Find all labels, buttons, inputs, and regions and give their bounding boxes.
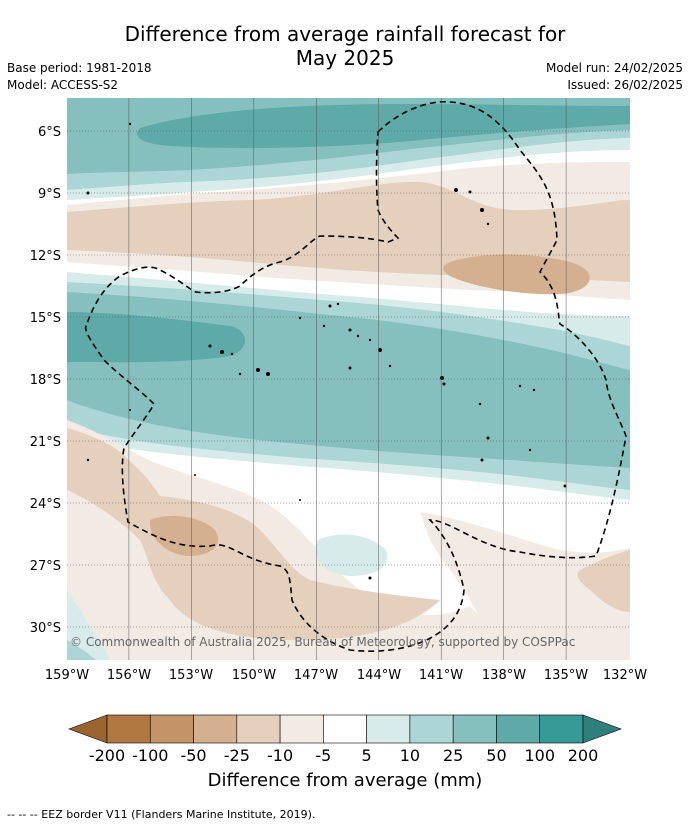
- colorbar-tick: -10: [267, 746, 293, 765]
- colorbar-tick: 10: [400, 746, 420, 765]
- meta-left: Base period: 1981-2018 Model: ACCESS-S2: [7, 60, 152, 94]
- eez-border: [84, 100, 627, 652]
- lat-tick: 15°S: [30, 311, 61, 326]
- base-period: Base period: 1981-2018: [7, 61, 152, 75]
- colorbar-segment: [409, 714, 454, 744]
- contour-south-east-10: [420, 512, 630, 660]
- meta-right: Model run: 24/02/2025 Issued: 26/02/2025: [546, 60, 683, 94]
- colorbar-tick: 50: [486, 746, 506, 765]
- colorbar-label: Difference from average (mm): [207, 770, 483, 791]
- lat-tick: 18°S: [30, 373, 61, 388]
- colorbar-segment: [539, 714, 584, 744]
- contour-dry-band-50: [443, 254, 590, 295]
- colorbar-tick: -5: [315, 746, 331, 765]
- lat-tick: 6°S: [38, 125, 61, 140]
- issued-date: Issued: 26/02/2025: [567, 78, 683, 92]
- model-run: Model run: 24/02/2025: [545, 61, 683, 75]
- colorbar-segment: [366, 714, 411, 744]
- lon-tick: 138°W: [482, 668, 526, 683]
- colorbar-tick: 200: [568, 746, 599, 765]
- colorbar-segment: [452, 714, 497, 744]
- contour-wet-corner-sw-10: [67, 640, 96, 660]
- colorbar-tick: 100: [524, 746, 555, 765]
- lon-tick: 135°W: [544, 668, 588, 683]
- colorbar-segment: [496, 714, 541, 744]
- colorbar-tick: 25: [443, 746, 463, 765]
- lat-tick: 9°S: [38, 187, 61, 202]
- lat-tick: 12°S: [30, 249, 61, 264]
- lon-tick: 156°W: [107, 668, 151, 683]
- colorbar-under-arrow: [68, 714, 108, 744]
- lat-gridlines: [67, 130, 630, 628]
- title-line-1: Difference from average rainfall forecas…: [124, 22, 566, 46]
- colorbar-tick: 5: [362, 746, 372, 765]
- contour-north-50: [137, 104, 630, 149]
- lon-tick: 147°W: [294, 668, 338, 683]
- lon-tick: 144°W: [357, 668, 401, 683]
- contour-central-50: [67, 312, 245, 363]
- colorbar-segment: [236, 714, 281, 744]
- lat-tick: 30°S: [30, 621, 61, 636]
- lat-tick: 27°S: [30, 559, 61, 574]
- colorbar-ticks: -200 -100 -50 -25 -10 -5 5 10 25 50 100 200: [89, 746, 598, 765]
- copyright-text: © Commonwealth of Australia 2025, Bureau…: [70, 635, 575, 649]
- colorbar-segments: [106, 714, 584, 744]
- contour-wet-corner-sw: [67, 590, 110, 660]
- eez-legend-note: -- -- -- EEZ border V11 (Flanders Marine…: [7, 808, 316, 821]
- colorbar-segment: [149, 714, 194, 744]
- colorbar-tick: -200: [89, 746, 125, 765]
- contour-north-5: [67, 138, 630, 200]
- colorbar-segment: [193, 714, 238, 744]
- colorbar-tick: -50: [180, 746, 206, 765]
- lon-tick: 132°W: [603, 668, 647, 683]
- contour-south-west-25: [67, 428, 440, 640]
- colorbar-tick: -100: [132, 746, 168, 765]
- colorbar-segment: [279, 714, 324, 744]
- latitude-labels: 6°S 9°S 12°S 15°S 18°S 21°S 24°S 27°S 30…: [30, 125, 61, 636]
- contour-south-east-25: [577, 550, 630, 612]
- colorbar-segment: [106, 714, 151, 744]
- lon-tick: 153°W: [169, 668, 213, 683]
- lon-tick: 159°W: [45, 668, 89, 683]
- colorbar-over-arrow: [582, 714, 622, 744]
- contour-wet-patch-south: [315, 534, 388, 576]
- title-line-2: May 2025: [295, 46, 395, 70]
- lat-tick: 24°S: [30, 497, 61, 512]
- colorbar-tick: -25: [224, 746, 250, 765]
- chart-title: Difference from average rainfall forecas…: [0, 22, 690, 70]
- model-name: Model: ACCESS-S2: [7, 78, 119, 92]
- lat-tick: 21°S: [30, 435, 61, 450]
- colorbar: -200 -100 -50 -25 -10 -5 5 10 25 50 100 200: [68, 714, 622, 765]
- longitude-labels: 159°W 156°W 153°W 150°W 147°W 144°W 141°…: [45, 668, 647, 683]
- map-plot-area: © Commonwealth of Australia 2025, Bureau…: [67, 98, 630, 660]
- colorbar-segment: [323, 714, 367, 744]
- lon-tick: 150°W: [232, 668, 276, 683]
- islands: [86, 122, 567, 580]
- lon-tick: 141°W: [419, 668, 463, 683]
